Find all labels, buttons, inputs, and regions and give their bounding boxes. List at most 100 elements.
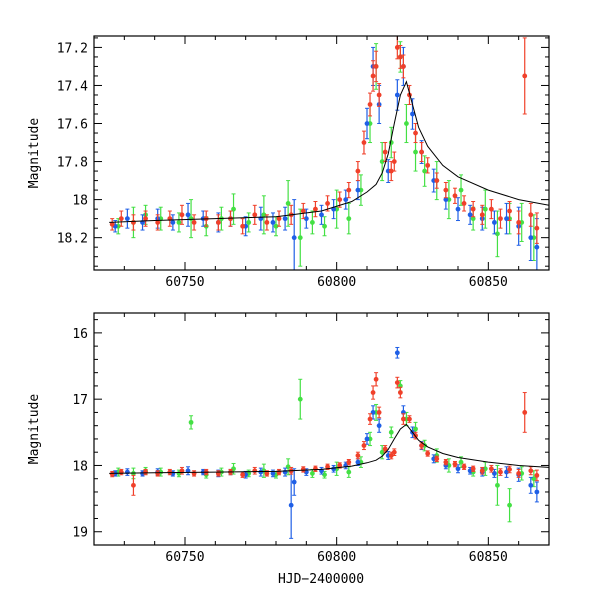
data-point [516,220,522,225]
data-point [461,464,467,470]
y-tick-label: 17.2 [57,41,88,56]
plot-area [109,36,549,270]
plot-frame [93,35,550,271]
data-point [443,197,449,203]
data-point [288,502,294,508]
data-point [379,449,385,455]
data-point [325,464,330,470]
data-point [534,489,540,495]
data-point [109,471,115,477]
data-point [191,220,197,225]
series-1 [112,346,540,539]
data-point [355,459,361,465]
data-point [413,130,418,136]
data-point [303,216,309,222]
data-point [276,469,282,475]
data-point [443,187,449,193]
data-point [364,436,370,442]
data-point [285,201,291,206]
data-point [382,446,388,452]
data-point [291,235,297,241]
data-point [264,220,270,225]
data-point [397,54,403,60]
y-axis-label: Magnitude [27,394,42,465]
data-point [231,466,236,472]
data-point [388,429,394,435]
data-point [252,468,258,474]
y-axis-label: Magnitude [27,118,42,189]
data-point [419,443,424,448]
series-0 [115,378,537,523]
y-tick-label: 17.8 [57,156,88,171]
data-point [434,453,440,458]
y-tick-label: 17 [72,393,88,408]
x-tick-label: 60800 [317,275,356,290]
data-point [522,410,528,415]
model-curve [109,423,549,474]
data-point [355,168,361,174]
data-point [355,453,361,458]
data-point [240,223,246,229]
data-point [470,206,476,212]
data-point [528,482,534,488]
data-point [534,473,540,478]
data-point [361,140,367,145]
data-point [297,235,303,241]
data-point [118,216,124,222]
data-point [361,443,367,448]
data-point [191,471,197,476]
model-curve [109,80,549,223]
data-point [443,463,449,468]
data-point [413,149,418,155]
x-tick-label: 60750 [165,550,204,565]
data-point [452,461,458,467]
data-point [261,212,267,218]
data-point [143,469,148,475]
y-tick-label: 17.6 [57,118,88,133]
data-point [118,469,124,475]
data-point [215,220,221,225]
data-point [394,380,400,385]
data-point [124,469,130,475]
data-point [401,64,406,69]
data-point [185,212,191,218]
data-point [300,208,306,214]
data-point [534,244,540,250]
data-point [370,390,376,395]
data-point [313,466,318,472]
data-point [246,220,252,225]
data-point [455,466,461,472]
data-point [452,193,458,199]
data-point [507,502,512,508]
data-point [413,426,418,432]
series-0 [115,41,537,267]
data-point [373,376,379,382]
data-point [528,235,534,241]
x-tick-label: 60850 [469,275,508,290]
data-point [419,149,424,155]
y-tick-label: 16 [72,327,88,342]
data-point [495,231,500,237]
data-point [179,212,185,218]
data-point [391,449,397,455]
series-2 [109,36,540,244]
y-tick-label: 17.4 [57,79,88,94]
data-point [310,220,315,225]
data-point [507,208,512,214]
data-point [276,216,282,222]
data-point [498,216,503,222]
data-point [322,472,327,478]
data-point [343,197,349,203]
plot-frame [93,312,550,546]
data-point [124,216,130,222]
data-point [394,45,400,50]
data-point [370,73,376,79]
y-tick-label: 19 [72,526,88,541]
data-point [367,416,373,422]
data-point [461,201,467,206]
data-point [264,471,270,476]
data-point [297,396,303,402]
data-point [425,451,431,456]
data-point [346,459,352,465]
